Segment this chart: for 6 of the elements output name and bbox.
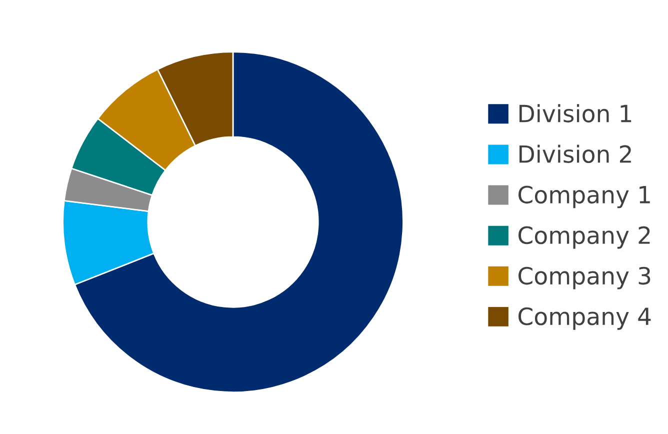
legend-label: Division 2 bbox=[520, 144, 631, 164]
legend-label: Company 2 bbox=[518, 226, 650, 249]
legend-label: Company 1 bbox=[518, 186, 650, 208]
legend-label: Division 1 bbox=[520, 104, 632, 122]
legend-label: Company 3 bbox=[518, 266, 650, 290]
legend-label: Company 4 bbox=[518, 307, 651, 330]
